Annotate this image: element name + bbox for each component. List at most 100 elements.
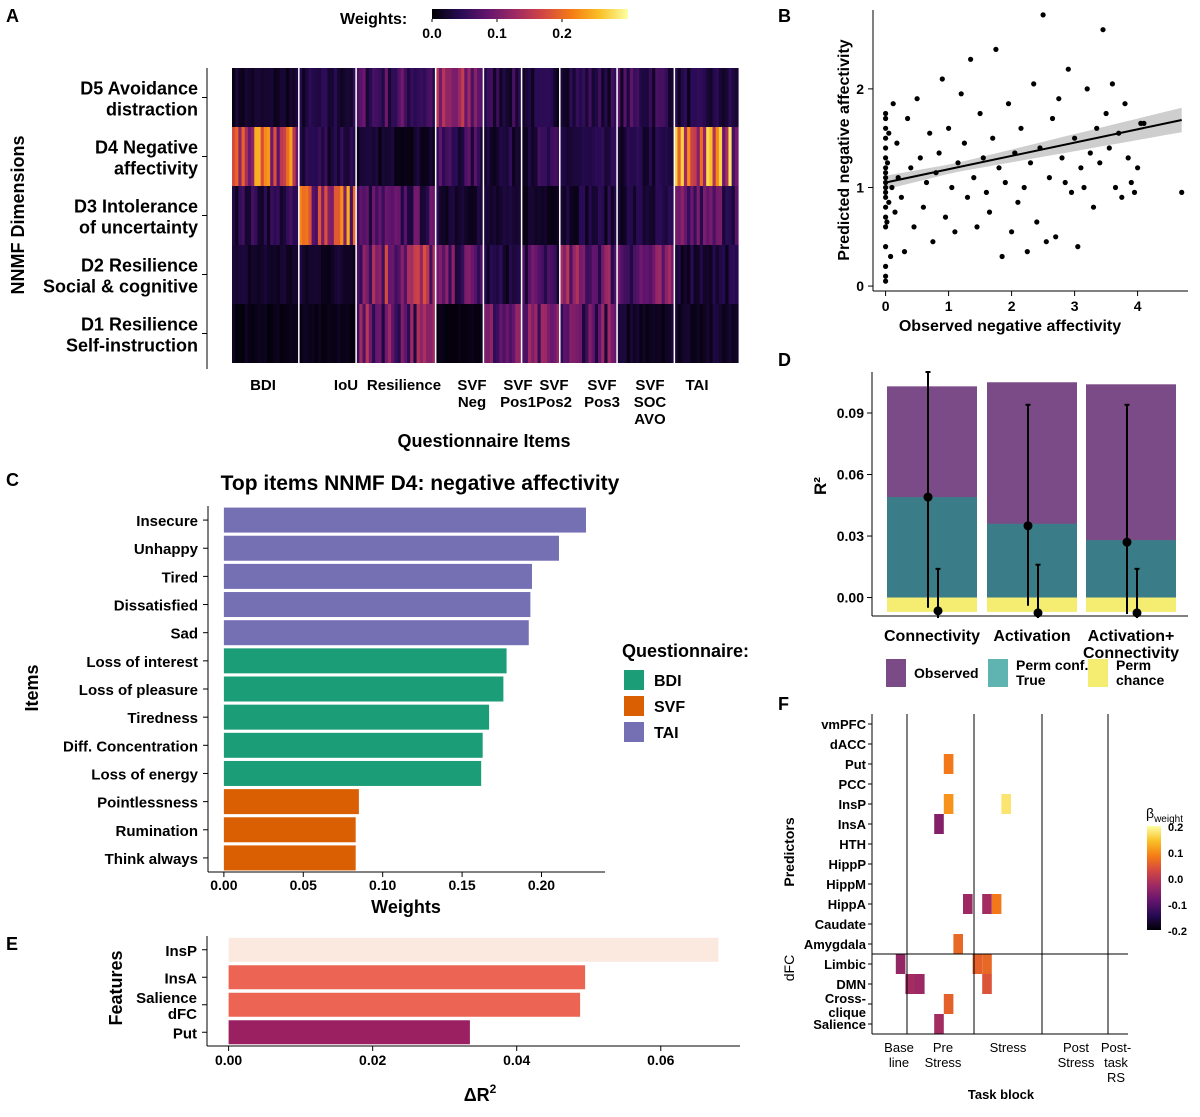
heatmap-cell <box>362 127 367 186</box>
heatmap-cell <box>505 68 510 127</box>
heatmap-cell <box>559 186 564 245</box>
heatmap-cell <box>496 68 500 127</box>
heatmap-cell <box>601 127 605 186</box>
heatmap-cell <box>607 304 612 363</box>
heatmap-cell <box>378 245 383 304</box>
heatmap-cell <box>667 186 672 245</box>
heatmap-cell <box>429 186 434 245</box>
heatmap-cell <box>683 68 688 127</box>
heatmap-cell <box>251 127 255 186</box>
scatter-point <box>1021 184 1027 191</box>
group-label: TAI <box>685 377 708 394</box>
x-tick-label: 0.04 <box>503 1052 530 1068</box>
heatmap-cell <box>594 304 599 363</box>
heatmap-cell <box>712 245 717 304</box>
category-label: Rumination <box>116 823 199 840</box>
heatmap-cell <box>343 127 348 186</box>
heatmap-cell <box>257 127 262 186</box>
heatmap-cell <box>722 68 726 127</box>
heatmap-cell <box>314 68 319 127</box>
heatmap-cell <box>413 68 418 127</box>
scatter-point <box>1109 81 1115 87</box>
heatmap-cell <box>286 245 290 304</box>
scatter-point <box>993 46 999 53</box>
heatmap-cell <box>346 304 351 363</box>
heatmap-cell <box>349 127 354 186</box>
heatmap-cell <box>524 68 529 127</box>
heatmap-cell <box>661 245 666 304</box>
heatmap-cell <box>718 245 723 304</box>
heatmap-cell <box>419 68 424 127</box>
heatmap-cell <box>569 186 574 245</box>
heatmap-cell <box>397 186 402 245</box>
heatmap-cell <box>709 127 714 186</box>
y-tick-label: 0 <box>856 278 864 294</box>
scatter-point <box>883 184 889 191</box>
category-label: Unhappy <box>134 541 199 558</box>
heatmap-cell <box>384 245 389 304</box>
heatmap-cell <box>556 304 561 363</box>
heatmap-cell <box>375 127 379 186</box>
heatmap-cell <box>343 68 348 127</box>
bar-perm-conf <box>887 497 977 598</box>
heatmap-cell <box>512 304 516 363</box>
heatmap-cell <box>251 186 255 245</box>
heatmap-cell <box>680 127 685 186</box>
scatter-point <box>892 209 898 215</box>
heatmap-cell <box>232 245 236 304</box>
heatmap-cell <box>934 814 944 834</box>
heatmap-cell <box>604 68 609 127</box>
heatmap-cell <box>372 68 376 127</box>
heatmap-cell <box>588 68 593 127</box>
heatmap-cell <box>537 245 542 304</box>
heatmap-cell <box>547 127 551 186</box>
scatter-point <box>1084 86 1090 92</box>
heatmap-cell <box>629 245 634 304</box>
heatmap-cell <box>391 127 395 186</box>
heatmap-cell <box>442 304 446 363</box>
row-label: Salience <box>813 1017 866 1032</box>
scatter-point <box>1053 234 1059 240</box>
heatmap-cell <box>639 68 644 127</box>
heatmap-cell <box>359 245 364 304</box>
heatmap-cell <box>725 68 730 127</box>
heatmap-cell <box>722 304 726 363</box>
heatmap-cell <box>648 245 653 304</box>
heatmap-cell <box>687 68 691 127</box>
heatmap-cell <box>454 186 459 245</box>
heatmap-cell <box>671 127 675 186</box>
heatmap-cell <box>648 127 653 186</box>
heatmap-cell <box>534 304 539 363</box>
heatmap-cell <box>508 245 513 304</box>
block-label: RS <box>1107 1070 1125 1085</box>
heatmap-cell <box>492 304 497 363</box>
group-label: SVF <box>539 377 568 394</box>
row-label: vmPFC <box>821 717 866 732</box>
panel-a-heatmap: Weights: 0.0 0.1 0.2 D5 Avoidancedistraction… <box>8 9 739 451</box>
category-label: Connectivity <box>1083 645 1179 662</box>
row-label: of uncertainty <box>79 218 198 238</box>
heatmap-cell <box>591 245 596 304</box>
heatmap-cell <box>305 127 309 186</box>
heatmap-cell <box>365 186 370 245</box>
x-tick-label: 2 <box>1008 298 1016 314</box>
heatmap-cell <box>559 245 564 304</box>
heatmap-cell <box>706 186 710 245</box>
scatter-point <box>1103 110 1109 117</box>
heatmap-cell <box>607 245 612 304</box>
heatmap-cell <box>295 186 300 245</box>
heatmap-cell <box>368 304 373 363</box>
heatmap-cell <box>489 186 494 245</box>
heatmap-cell <box>709 68 714 127</box>
heatmap-cell <box>426 68 430 127</box>
bar <box>223 845 356 871</box>
heatmap-cell <box>543 304 548 363</box>
heatmap-cell <box>464 245 469 304</box>
heatmap-cell <box>610 186 615 245</box>
heatmap-cell <box>244 186 249 245</box>
heatmap-cell <box>359 127 364 186</box>
legend-label: SVF <box>654 699 685 716</box>
heatmap-cell <box>298 245 303 304</box>
heatmap-cell <box>972 954 983 974</box>
colorbar-tick-label: 0.1 <box>487 25 507 41</box>
